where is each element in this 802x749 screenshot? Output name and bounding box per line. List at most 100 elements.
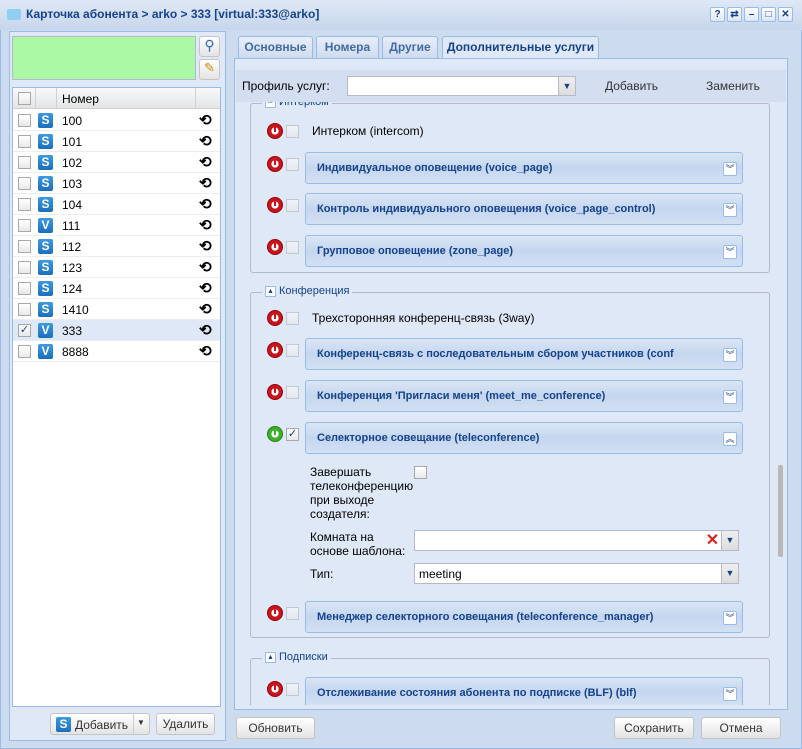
type-select[interactable]: meeting ▼ xyxy=(414,563,739,584)
service-checkbox[interactable] xyxy=(286,241,299,254)
row-checkbox[interactable] xyxy=(18,303,31,316)
history-icon[interactable]: ⟲ xyxy=(199,133,212,150)
service-checkbox[interactable]: ✓ xyxy=(286,428,299,441)
select-all-checkbox[interactable] xyxy=(18,92,31,105)
scrollbar-thumb[interactable] xyxy=(778,465,783,557)
row-checkbox[interactable] xyxy=(18,219,31,232)
history-icon[interactable]: ⟲ xyxy=(199,343,212,360)
power-icon[interactable] xyxy=(267,342,283,358)
profile-add-button[interactable]: Добавить xyxy=(605,79,659,93)
table-row[interactable]: S 1410 ⟲ xyxy=(13,299,220,320)
refresh-icon[interactable]: ⇄ xyxy=(727,7,742,22)
row-checkbox[interactable] xyxy=(18,135,31,148)
cancel-button[interactable]: Отмена xyxy=(701,717,781,739)
expand-icon[interactable]: ︾ xyxy=(723,611,737,625)
table-row[interactable]: S 124 ⟲ xyxy=(13,278,220,299)
room-combobox[interactable]: ✕ ▼ xyxy=(414,530,739,551)
table-row[interactable]: S 103 ⟲ xyxy=(13,173,220,194)
collapse-toggle-icon[interactable]: – xyxy=(265,102,276,108)
close-icon[interactable]: ✕ xyxy=(778,7,793,22)
chevron-down-icon[interactable]: ▼ xyxy=(721,531,738,550)
service-panel[interactable]: Индивидуальное оповещение (voice_page) ︾ xyxy=(305,152,743,184)
expand-icon[interactable]: ︾ xyxy=(723,245,737,259)
service-checkbox[interactable] xyxy=(286,683,299,696)
service-panel[interactable]: Менеджер селекторного совещания (telecon… xyxy=(305,601,743,633)
table-row[interactable]: V 8888 ⟲ xyxy=(13,341,220,362)
power-icon[interactable] xyxy=(267,605,283,621)
row-checkbox[interactable] xyxy=(18,261,31,274)
history-icon[interactable]: ⟲ xyxy=(199,280,212,297)
profile-combobox[interactable]: ▼ xyxy=(347,76,576,96)
search-icon[interactable]: ⚲ xyxy=(199,36,220,57)
power-icon[interactable] xyxy=(267,197,283,213)
history-icon[interactable]: ⟲ xyxy=(199,259,212,276)
power-icon[interactable] xyxy=(267,310,283,326)
service-checkbox[interactable] xyxy=(286,312,299,325)
teleconference-panel[interactable]: Селекторное совещание (teleconference) ︽ xyxy=(305,422,743,454)
service-panel[interactable]: Конференция 'Пригласи меня' (meet_me_con… xyxy=(305,380,743,412)
history-icon[interactable]: ⟲ xyxy=(199,154,212,171)
service-checkbox[interactable] xyxy=(286,386,299,399)
service-checkbox[interactable] xyxy=(286,344,299,357)
service-checkbox[interactable] xyxy=(286,199,299,212)
history-icon[interactable]: ⟲ xyxy=(199,322,212,339)
power-icon[interactable] xyxy=(267,239,283,255)
service-checkbox[interactable] xyxy=(286,125,299,138)
power-icon[interactable] xyxy=(267,681,283,697)
filter-area[interactable] xyxy=(12,36,196,80)
tab-other[interactable]: Другие xyxy=(382,36,438,58)
expand-icon[interactable]: ︾ xyxy=(723,390,737,404)
row-checkbox[interactable] xyxy=(18,156,31,169)
row-checkbox[interactable] xyxy=(18,345,31,358)
table-row[interactable]: S 123 ⟲ xyxy=(13,257,220,278)
clear-icon[interactable]: ✕ xyxy=(705,532,720,549)
maximize-icon[interactable]: □ xyxy=(761,7,776,22)
expand-icon[interactable]: ︾ xyxy=(723,687,737,701)
help-icon[interactable]: ? xyxy=(710,7,725,22)
row-checkbox[interactable] xyxy=(18,240,31,253)
service-panel[interactable]: Отслеживание состояния абонента по подпи… xyxy=(305,677,743,705)
delete-button[interactable]: Удалить xyxy=(156,713,215,735)
history-icon[interactable]: ⟲ xyxy=(199,175,212,192)
add-button[interactable]: S Добавить ▼ xyxy=(50,713,150,735)
tab-main[interactable]: Основные xyxy=(238,36,313,58)
power-icon[interactable] xyxy=(267,156,283,172)
edit-icon[interactable]: ✎ xyxy=(199,59,220,80)
row-checkbox[interactable] xyxy=(18,282,31,295)
history-icon[interactable]: ⟲ xyxy=(199,238,212,255)
chevron-down-icon[interactable]: ▼ xyxy=(721,564,738,583)
table-row[interactable]: S 112 ⟲ xyxy=(13,236,220,257)
dropdown-arrow-icon[interactable]: ▼ xyxy=(137,718,145,727)
profile-replace-button[interactable]: Заменить xyxy=(706,79,760,93)
row-checkbox[interactable] xyxy=(18,177,31,190)
row-checkbox[interactable]: ✓ xyxy=(18,324,31,337)
table-row[interactable]: S 104 ⟲ xyxy=(13,194,220,215)
power-icon[interactable] xyxy=(267,123,283,139)
collapse-icon[interactable]: ︽ xyxy=(723,432,737,446)
history-icon[interactable]: ⟲ xyxy=(199,196,212,213)
table-row[interactable]: S 101 ⟲ xyxy=(13,131,220,152)
minimize-icon[interactable]: – xyxy=(744,7,759,22)
table-row[interactable]: S 100 ⟲ xyxy=(13,110,220,131)
history-icon[interactable]: ⟲ xyxy=(199,301,212,318)
service-panel[interactable]: Групповое оповещение (zone_page) ︾ xyxy=(305,235,743,267)
service-panel[interactable]: Конференц-связь с последовательным сборо… xyxy=(305,338,743,370)
power-icon[interactable] xyxy=(267,384,283,400)
expand-icon[interactable]: ︾ xyxy=(723,203,737,217)
end-on-creator-exit-checkbox[interactable] xyxy=(414,466,427,479)
chevron-down-icon[interactable]: ▼ xyxy=(558,77,575,95)
service-checkbox[interactable] xyxy=(286,607,299,620)
history-icon[interactable]: ⟲ xyxy=(199,112,212,129)
tab-numbers[interactable]: Номера xyxy=(316,36,379,58)
collapse-toggle-icon[interactable]: ▲ xyxy=(265,651,276,663)
service-panel[interactable]: Контроль индивидуального оповещения (voi… xyxy=(305,193,743,225)
row-checkbox[interactable] xyxy=(18,114,31,127)
expand-icon[interactable]: ︾ xyxy=(723,162,737,176)
column-header-number[interactable]: Номер xyxy=(62,92,99,106)
service-checkbox[interactable] xyxy=(286,158,299,171)
expand-icon[interactable]: ︾ xyxy=(723,348,737,362)
collapse-toggle-icon[interactable]: ▲ xyxy=(265,285,276,297)
table-row[interactable]: S 102 ⟲ xyxy=(13,152,220,173)
tab-additional-services[interactable]: Дополнительные услуги xyxy=(442,36,599,59)
table-row[interactable]: V 111 ⟲ xyxy=(13,215,220,236)
